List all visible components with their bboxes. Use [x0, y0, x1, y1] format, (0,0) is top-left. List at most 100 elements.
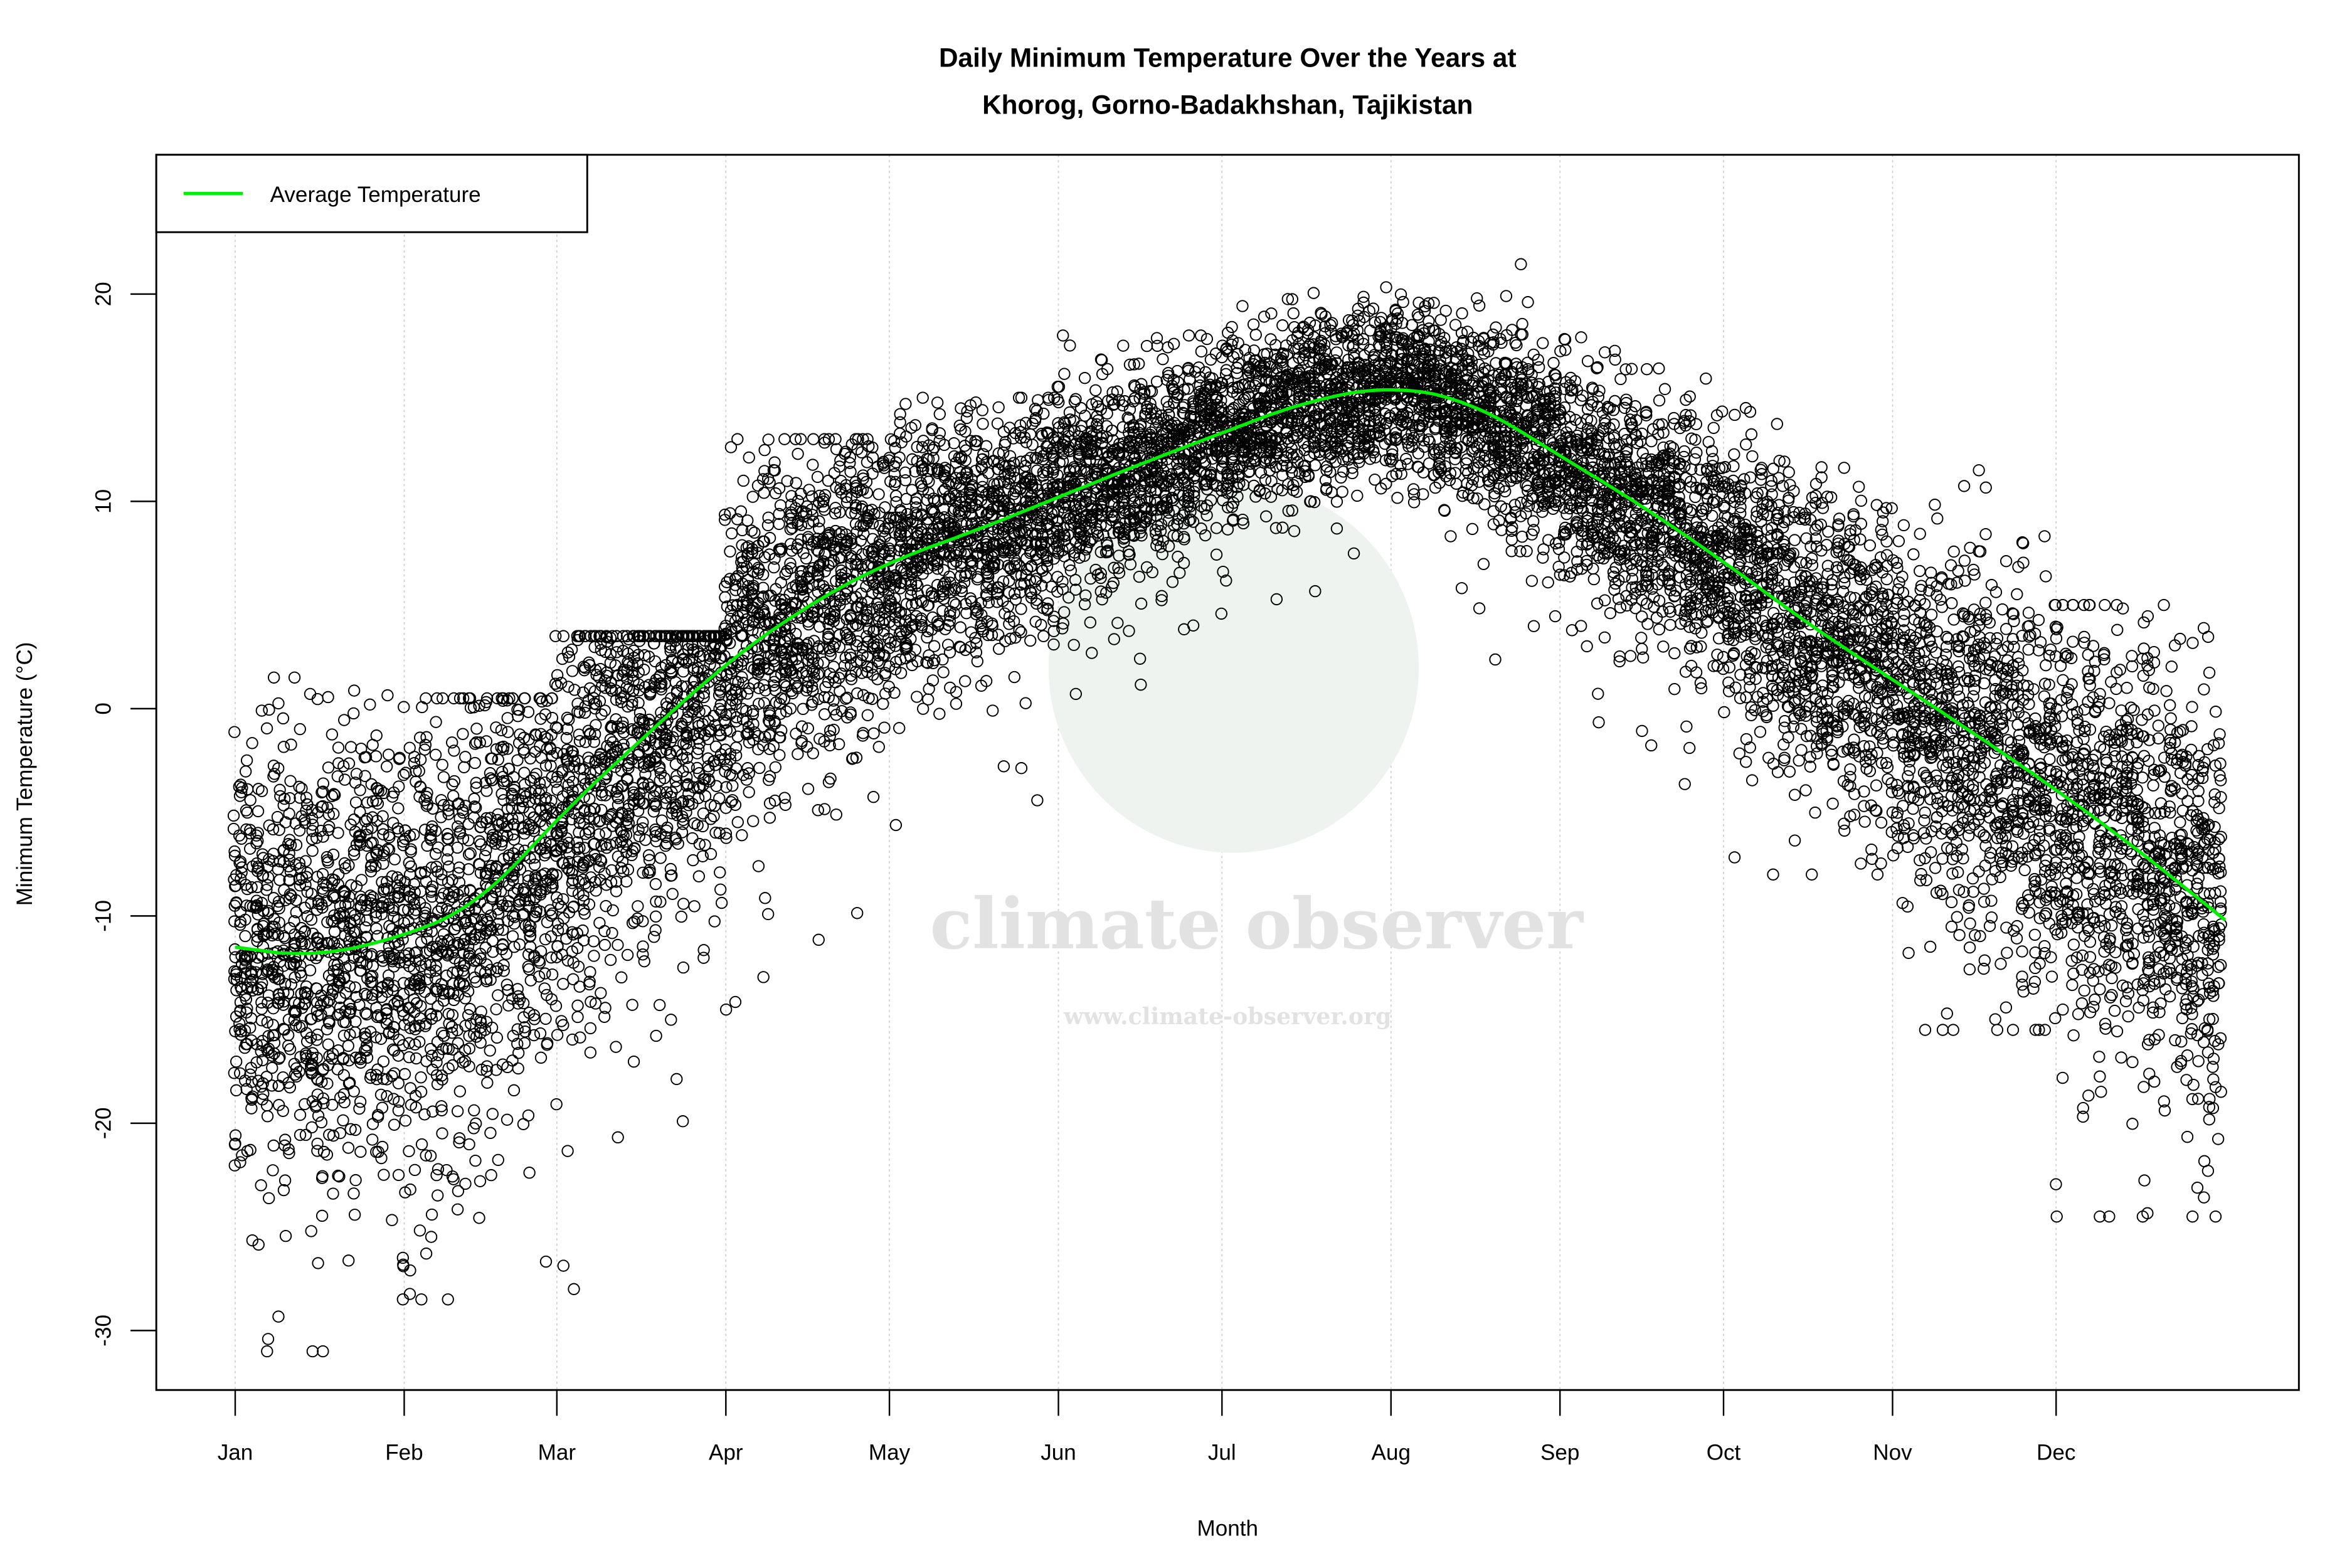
- data-point: [339, 862, 352, 874]
- data-point: [551, 669, 564, 682]
- data-point: [664, 735, 677, 748]
- data-point: [539, 1012, 552, 1025]
- data-point: [486, 1108, 499, 1120]
- data-point: [807, 458, 819, 471]
- data-point: [987, 704, 999, 717]
- data-point: [752, 860, 765, 872]
- data-point: [469, 756, 481, 770]
- data-point: [669, 775, 682, 788]
- data-point: [273, 916, 285, 929]
- data-point: [538, 849, 551, 862]
- data-point: [283, 1043, 297, 1056]
- data-point: [753, 761, 766, 775]
- data-point: [508, 911, 521, 923]
- data-point: [402, 953, 415, 966]
- data-point: [1057, 329, 1069, 342]
- data-point: [676, 753, 689, 765]
- data-point: [317, 777, 329, 790]
- data-point: [415, 1086, 428, 1098]
- data-point: [457, 884, 470, 897]
- data-point: [774, 731, 787, 744]
- data-point: [807, 433, 820, 445]
- data-point: [571, 999, 584, 1012]
- data-point: [850, 639, 863, 652]
- data-point: [484, 973, 497, 986]
- data-point: [571, 843, 584, 856]
- data-point: [230, 1084, 243, 1097]
- data-point: [511, 754, 524, 766]
- data-point: [263, 1192, 275, 1205]
- data-point: [609, 745, 622, 758]
- data-point: [326, 728, 339, 741]
- data-point: [431, 692, 443, 705]
- data-point: [252, 835, 264, 847]
- data-point: [829, 433, 842, 445]
- data-point: [240, 879, 252, 891]
- data-point: [561, 805, 575, 818]
- data-point: [250, 829, 263, 842]
- data-point: [818, 803, 831, 815]
- data-point: [650, 895, 662, 908]
- data-point: [458, 761, 470, 773]
- data-point: [430, 1009, 443, 1022]
- data-point: [316, 882, 329, 895]
- data-point: [563, 713, 575, 726]
- data-point: [452, 867, 465, 879]
- data-point: [546, 968, 559, 981]
- data-point: [262, 989, 275, 1002]
- data-point: [549, 1000, 563, 1012]
- data-point: [654, 677, 667, 690]
- data-point: [305, 1059, 317, 1072]
- data-point: [484, 1126, 497, 1140]
- data-point: [554, 677, 568, 689]
- data-point: [484, 812, 497, 824]
- data-point: [563, 856, 575, 869]
- data-point: [741, 514, 754, 527]
- data-point: [518, 766, 531, 779]
- data-point: [697, 649, 710, 662]
- data-point: [277, 986, 290, 999]
- data-point: [851, 907, 864, 919]
- data-point: [490, 1031, 504, 1044]
- data-point: [588, 728, 601, 741]
- data-point: [252, 783, 265, 795]
- data-point: [413, 765, 425, 777]
- data-point: [474, 858, 486, 871]
- data-point: [244, 794, 257, 807]
- data-point: [1037, 630, 1050, 642]
- data-point: [446, 736, 458, 749]
- data-point: [467, 1122, 480, 1135]
- data-point: [436, 1127, 448, 1140]
- data-point: [676, 810, 689, 823]
- data-point: [347, 813, 361, 826]
- data-point: [604, 682, 617, 695]
- data-point: [588, 776, 601, 789]
- data-point: [366, 891, 379, 904]
- data-point: [366, 960, 379, 972]
- data-point: [396, 1039, 410, 1052]
- data-point: [430, 716, 442, 728]
- data-point: [337, 919, 350, 932]
- data-point: [317, 1345, 329, 1358]
- data-point: [262, 1333, 275, 1345]
- data-point: [959, 675, 972, 687]
- data-point: [778, 433, 791, 445]
- data-point: [621, 948, 634, 961]
- data-point: [544, 904, 556, 916]
- data-point: [565, 644, 578, 656]
- data-point: [290, 839, 303, 851]
- data-point: [664, 862, 677, 876]
- data-point: [462, 692, 475, 705]
- data-point: [364, 889, 377, 902]
- data-point: [277, 741, 290, 753]
- data-point: [593, 828, 605, 840]
- data-point: [278, 978, 292, 990]
- data-point: [284, 775, 297, 787]
- data-point: [534, 884, 546, 897]
- data-point: [696, 718, 709, 730]
- data-point: [474, 1014, 487, 1027]
- data-point: [726, 780, 739, 792]
- data-point: [681, 771, 693, 783]
- data-point: [681, 780, 693, 792]
- data-point: [272, 997, 284, 1009]
